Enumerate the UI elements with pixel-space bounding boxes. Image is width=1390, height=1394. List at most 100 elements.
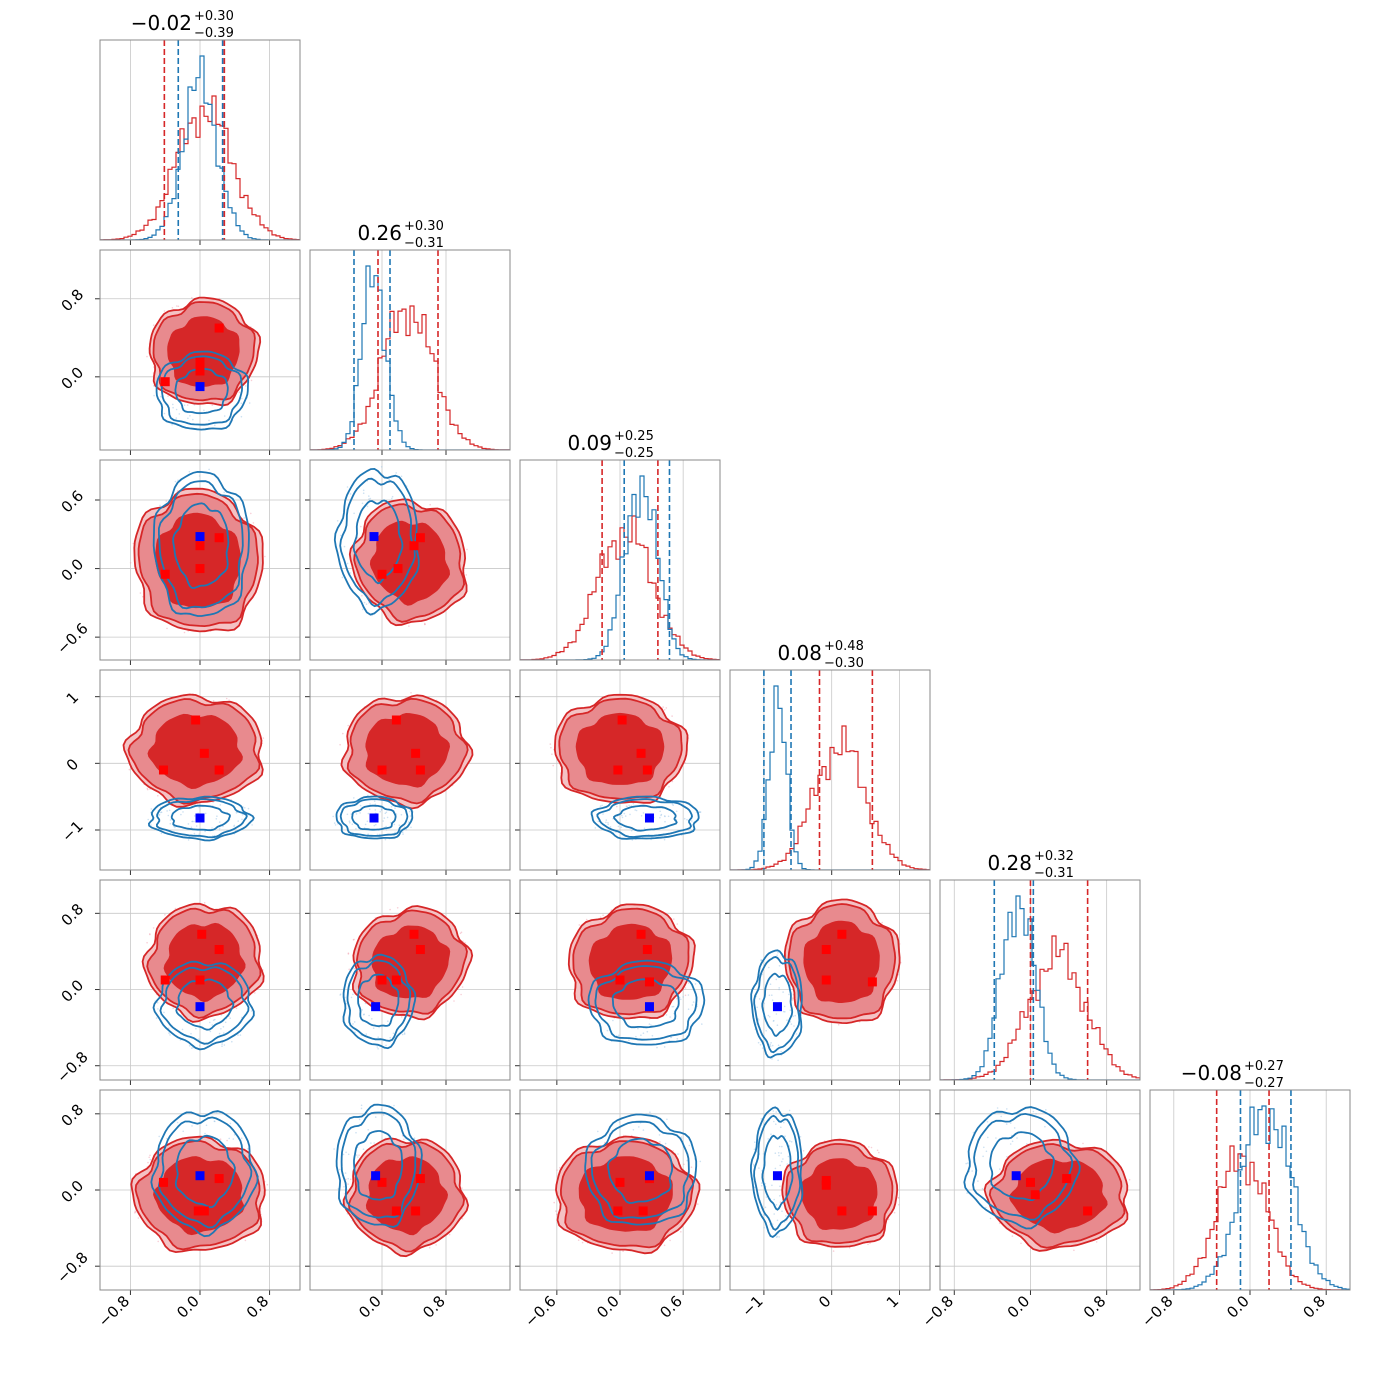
contour-blue-mid <box>160 355 244 426</box>
sample-point-red <box>697 1203 699 1205</box>
sample-point-blue <box>352 1023 354 1025</box>
sample-point-red <box>428 1246 431 1249</box>
panel-frame <box>99 1089 301 1291</box>
sample-point-blue <box>189 415 191 417</box>
marker-red <box>642 765 652 775</box>
sample-point-blue <box>1032 1110 1035 1113</box>
sample-point-blue <box>680 1136 683 1138</box>
marker-red <box>214 765 224 775</box>
sample-point-red <box>460 931 463 934</box>
sample-point-blue <box>648 1023 651 1025</box>
sample-point-blue <box>187 839 190 841</box>
sample-point-blue <box>203 409 205 412</box>
contour-blue-outer <box>335 795 414 840</box>
sample-point-blue <box>353 512 355 515</box>
sample-point-red <box>177 305 180 308</box>
sample-point-blue <box>349 493 352 495</box>
marker-red <box>195 975 205 985</box>
sample-point-blue <box>363 1013 365 1015</box>
sample-point-red <box>348 968 351 971</box>
contour-blue-mid <box>157 1116 253 1229</box>
sample-point-blue <box>235 812 238 814</box>
sample-point-blue <box>385 829 388 831</box>
sample-point-blue <box>753 1186 756 1189</box>
sample-point-red <box>555 1210 557 1212</box>
sample-point-red <box>358 1154 360 1156</box>
sample-point-blue <box>231 1040 233 1043</box>
sample-point-red <box>347 1183 349 1185</box>
sample-point-blue <box>157 1008 159 1010</box>
sample-point-red <box>898 1203 900 1206</box>
sample-point-blue <box>772 1110 775 1112</box>
sample-point-blue <box>385 825 387 828</box>
sample-point-red <box>389 908 391 911</box>
sample-point-red <box>791 999 794 1001</box>
sample-point-red <box>464 941 466 944</box>
hist-red <box>100 95 300 240</box>
contour-blue-inner <box>613 804 678 832</box>
sample-point-blue <box>1006 1108 1008 1110</box>
marker-red <box>191 715 201 725</box>
sample-point-blue <box>346 486 349 488</box>
sample-point-red <box>668 785 670 788</box>
sample-point-blue <box>663 815 666 817</box>
sample-point-blue <box>597 1130 599 1133</box>
sample-point-blue <box>218 821 221 823</box>
marker-red <box>214 1174 224 1184</box>
sample-point-blue <box>778 987 780 989</box>
marker-blue <box>195 532 205 542</box>
sample-point-red <box>157 794 159 797</box>
sample-point-red <box>599 916 602 918</box>
x-tick-label: 0.6 <box>656 1292 686 1322</box>
x-tick-label: 0.0 <box>1004 1292 1034 1322</box>
sample-point-blue <box>669 1016 671 1018</box>
hist-red <box>940 935 1140 1080</box>
sample-point-blue <box>204 1132 206 1135</box>
sample-point-blue <box>352 993 354 996</box>
sample-point-blue <box>776 1024 779 1026</box>
sample-point-red <box>876 1149 879 1152</box>
sample-point-blue <box>169 1034 171 1036</box>
diag-panel-4 <box>940 880 1140 1085</box>
sample-point-blue <box>779 1195 781 1197</box>
sample-point-blue <box>388 478 391 481</box>
sample-point-blue <box>353 1021 356 1023</box>
diag-title-plus: +0.27 <box>1244 1059 1284 1074</box>
panel-frame <box>729 879 931 1081</box>
sample-point-blue <box>769 1045 772 1047</box>
sample-point-blue <box>342 1153 345 1156</box>
sample-point-blue <box>150 824 152 826</box>
contour-blue-outer <box>584 1113 698 1226</box>
panel-2-0 <box>95 460 300 665</box>
sample-point-blue <box>770 1133 772 1135</box>
sample-point-red <box>250 512 252 515</box>
sample-point-blue <box>204 812 207 815</box>
x-tick-label: −0.8 <box>95 1292 133 1330</box>
sample-point-blue <box>760 959 763 962</box>
sample-point-blue <box>605 819 608 821</box>
sample-point-blue <box>643 827 646 830</box>
sample-point-blue <box>784 1011 786 1013</box>
marker-red <box>214 533 224 543</box>
sample-point-blue <box>218 827 221 830</box>
sample-point-blue <box>174 480 177 483</box>
sample-point-blue <box>387 1020 389 1022</box>
sample-point-blue <box>156 1001 159 1004</box>
sample-point-blue <box>367 833 370 835</box>
panel-frame <box>99 879 301 1081</box>
marker-red <box>636 929 646 939</box>
hist-blue <box>1150 1105 1350 1290</box>
sample-point-blue <box>785 1215 787 1217</box>
sample-point-blue <box>343 545 346 548</box>
sample-point-blue <box>677 1153 679 1155</box>
sample-point-red <box>663 1244 666 1247</box>
sample-point-blue <box>985 1150 988 1153</box>
marker-red <box>415 945 425 955</box>
sample-point-red <box>791 997 794 999</box>
sample-point-blue <box>664 820 666 823</box>
sample-point-blue <box>774 1152 777 1154</box>
sample-point-blue <box>607 822 609 824</box>
sample-point-blue <box>621 814 623 817</box>
diag-panel-1 <box>310 250 510 455</box>
sample-point-blue <box>770 1042 772 1044</box>
